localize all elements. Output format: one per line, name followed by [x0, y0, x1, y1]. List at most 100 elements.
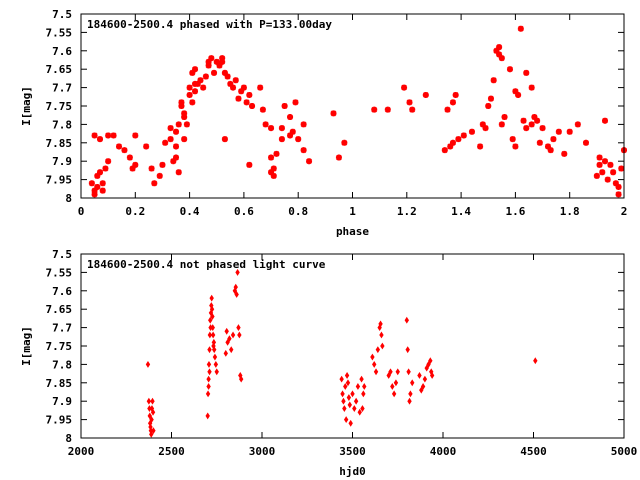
data-point [232, 77, 239, 84]
data-point [509, 136, 516, 143]
data-point [361, 390, 366, 398]
data-point [173, 154, 180, 161]
data-point [99, 187, 106, 194]
data-point [561, 150, 568, 157]
data-point [384, 106, 391, 113]
y-tick-label: 7.55 [46, 266, 73, 279]
data-point [378, 320, 383, 328]
data-point [340, 390, 345, 398]
data-point [181, 114, 188, 121]
data-point [227, 335, 232, 343]
y-tick-label: 8 [65, 432, 72, 445]
data-point [482, 125, 489, 132]
data-point [216, 62, 223, 69]
x-tick-label: 1.6 [505, 205, 525, 218]
y-axis-label: I[mag] [20, 86, 33, 126]
data-point [593, 172, 600, 179]
data-point [615, 191, 622, 198]
data-point [341, 397, 346, 405]
data-point [408, 390, 413, 398]
data-point [289, 128, 296, 135]
data-point [235, 95, 242, 102]
data-point [210, 324, 215, 332]
data-point [359, 375, 364, 383]
x-tick-label: 4000 [430, 445, 457, 458]
data-point [150, 408, 156, 416]
x-tick-label: 1 [349, 205, 356, 218]
data-point [341, 139, 348, 146]
data-point [496, 51, 503, 58]
data-point [618, 165, 625, 172]
y-tick-label: 7.65 [46, 303, 73, 316]
data-point [506, 66, 513, 73]
data-point [181, 136, 188, 143]
data-point [555, 128, 562, 135]
data-point [175, 169, 182, 176]
data-point [214, 368, 219, 376]
data-point [300, 147, 307, 154]
data-point [94, 172, 101, 179]
data-point [404, 316, 409, 324]
data-point [449, 139, 456, 146]
data-point [88, 180, 95, 187]
data-point [243, 99, 250, 106]
data-point [162, 139, 169, 146]
data-point [207, 368, 212, 376]
data-point [273, 150, 280, 157]
data-point [460, 132, 467, 139]
data-point [237, 331, 242, 339]
data-point [219, 55, 226, 62]
data-point [477, 143, 484, 150]
data-point [300, 121, 307, 128]
data-point [173, 128, 180, 135]
data-point [230, 84, 237, 91]
y-axis-label: I[mag] [20, 326, 33, 366]
data-point [197, 77, 204, 84]
data-point [224, 73, 231, 80]
x-tick-label: 1.8 [560, 205, 580, 218]
data-point [498, 121, 505, 128]
data-point [221, 136, 228, 143]
data-point [94, 183, 101, 190]
data-point [523, 69, 530, 76]
y-tick-label: 7.95 [46, 174, 73, 187]
data-point [246, 91, 253, 98]
data-point [501, 114, 508, 121]
x-axis-label: hjd0 [339, 465, 366, 478]
data-point [210, 331, 216, 339]
y-tick-label: 7.5 [52, 8, 72, 21]
data-point [233, 283, 238, 291]
y-tick-label: 7.5 [52, 248, 72, 261]
data-point [528, 84, 535, 91]
x-tick-label: 0.6 [234, 205, 254, 218]
data-point [167, 125, 174, 132]
data-point [379, 331, 384, 339]
x-tick-label: 1.4 [451, 205, 471, 218]
x-tick-label: 0 [78, 205, 85, 218]
data-point [330, 110, 337, 117]
data-point [348, 419, 353, 427]
data-point [91, 132, 98, 139]
data-point [167, 136, 174, 143]
data-point [268, 169, 275, 176]
data-point [150, 397, 155, 405]
data-point [512, 143, 519, 150]
data-point [388, 368, 393, 376]
data-point [523, 125, 530, 132]
data-point [246, 161, 253, 168]
y-tick-label: 7.75 [46, 100, 73, 113]
data-point [202, 73, 209, 80]
data-point [357, 408, 362, 416]
data-point [209, 294, 214, 302]
data-point [126, 154, 133, 161]
y-tick-label: 7.95 [46, 414, 73, 427]
data-point [132, 161, 139, 168]
data-point [422, 91, 429, 98]
data-point [97, 169, 104, 176]
data-point [221, 69, 228, 76]
data-point [212, 353, 218, 361]
data-point [206, 375, 211, 383]
plot-frame [80, 253, 625, 439]
data-point [373, 368, 379, 376]
data-point [194, 80, 201, 87]
